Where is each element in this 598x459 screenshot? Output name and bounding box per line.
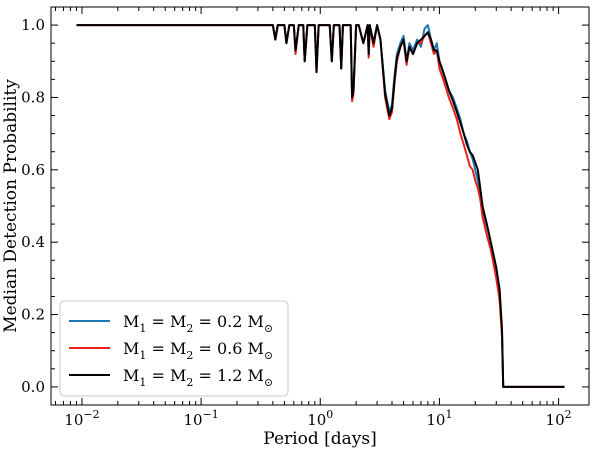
x-tick-exponent: 1 bbox=[445, 408, 452, 421]
y-tick-label: 0.2 bbox=[21, 306, 45, 324]
x-tick-base: 10 bbox=[64, 411, 83, 429]
x-tick-label: 102 bbox=[546, 408, 572, 429]
legend-label: M1 = M2 = 1.2 M⊙ bbox=[123, 366, 273, 389]
x-tick-label: 100 bbox=[307, 408, 333, 429]
x-tick-label: 10−1 bbox=[183, 408, 218, 429]
x-tick-label: 10−2 bbox=[64, 408, 99, 429]
legend-label-part: 2 bbox=[186, 349, 193, 362]
legend-label-part: 1 bbox=[139, 376, 146, 389]
legend-label-part: = 0.2 M bbox=[193, 312, 264, 331]
legend-label-part: = M bbox=[146, 339, 186, 358]
y-tick-label: 1.0 bbox=[21, 16, 45, 34]
legend-label-part: 2 bbox=[186, 322, 193, 335]
legend-label-part: ⊙ bbox=[264, 349, 273, 362]
legend-label: M1 = M2 = 0.6 M⊙ bbox=[123, 339, 273, 362]
legend-label-part: = 0.6 M bbox=[193, 339, 264, 358]
x-tick-base: 10 bbox=[546, 411, 565, 429]
x-tick-base: 10 bbox=[183, 411, 202, 429]
legend-label-part: 2 bbox=[186, 376, 193, 389]
x-tick-exponent: 0 bbox=[326, 408, 333, 421]
y-tick-label: 0.0 bbox=[21, 378, 45, 396]
legend-label: M1 = M2 = 0.2 M⊙ bbox=[123, 312, 273, 335]
x-tick-label: 101 bbox=[426, 408, 452, 429]
x-tick-exponent: 2 bbox=[565, 408, 572, 421]
axis-ticks: 0.00.20.40.60.81.010−2 10−1 100 101 102 bbox=[21, 7, 589, 429]
legend-label-part: = M bbox=[146, 312, 186, 331]
x-tick-exponent: −1 bbox=[203, 408, 219, 421]
y-axis-title: Median Detection Probability bbox=[1, 79, 21, 333]
legend-label-part: ⊙ bbox=[264, 322, 273, 335]
y-tick-label: 0.6 bbox=[21, 161, 45, 179]
legend-label-part: M bbox=[123, 312, 139, 331]
legend: M1 = M2 = 0.2 M⊙M1 = M2 = 0.6 M⊙M1 = M2 … bbox=[59, 300, 289, 397]
x-axis-title: Period [days] bbox=[263, 429, 376, 449]
legend-box bbox=[59, 300, 289, 397]
legend-label-part: 1 bbox=[139, 322, 146, 335]
y-tick-label: 0.8 bbox=[21, 88, 45, 106]
legend-label-part: ⊙ bbox=[264, 376, 273, 389]
y-tick-label: 0.4 bbox=[21, 233, 45, 251]
legend-label-part: = 1.2 M bbox=[193, 366, 264, 385]
x-tick-exponent: −2 bbox=[83, 408, 99, 421]
series-line-3 bbox=[76, 24, 565, 388]
legend-label-part: = M bbox=[146, 366, 186, 385]
x-tick-base: 10 bbox=[307, 411, 326, 429]
legend-label-part: 1 bbox=[139, 349, 146, 362]
x-tick-base: 10 bbox=[426, 411, 445, 429]
legend-label-part: M bbox=[123, 366, 139, 385]
series-lines bbox=[76, 24, 565, 388]
legend-label-part: M bbox=[123, 339, 139, 358]
